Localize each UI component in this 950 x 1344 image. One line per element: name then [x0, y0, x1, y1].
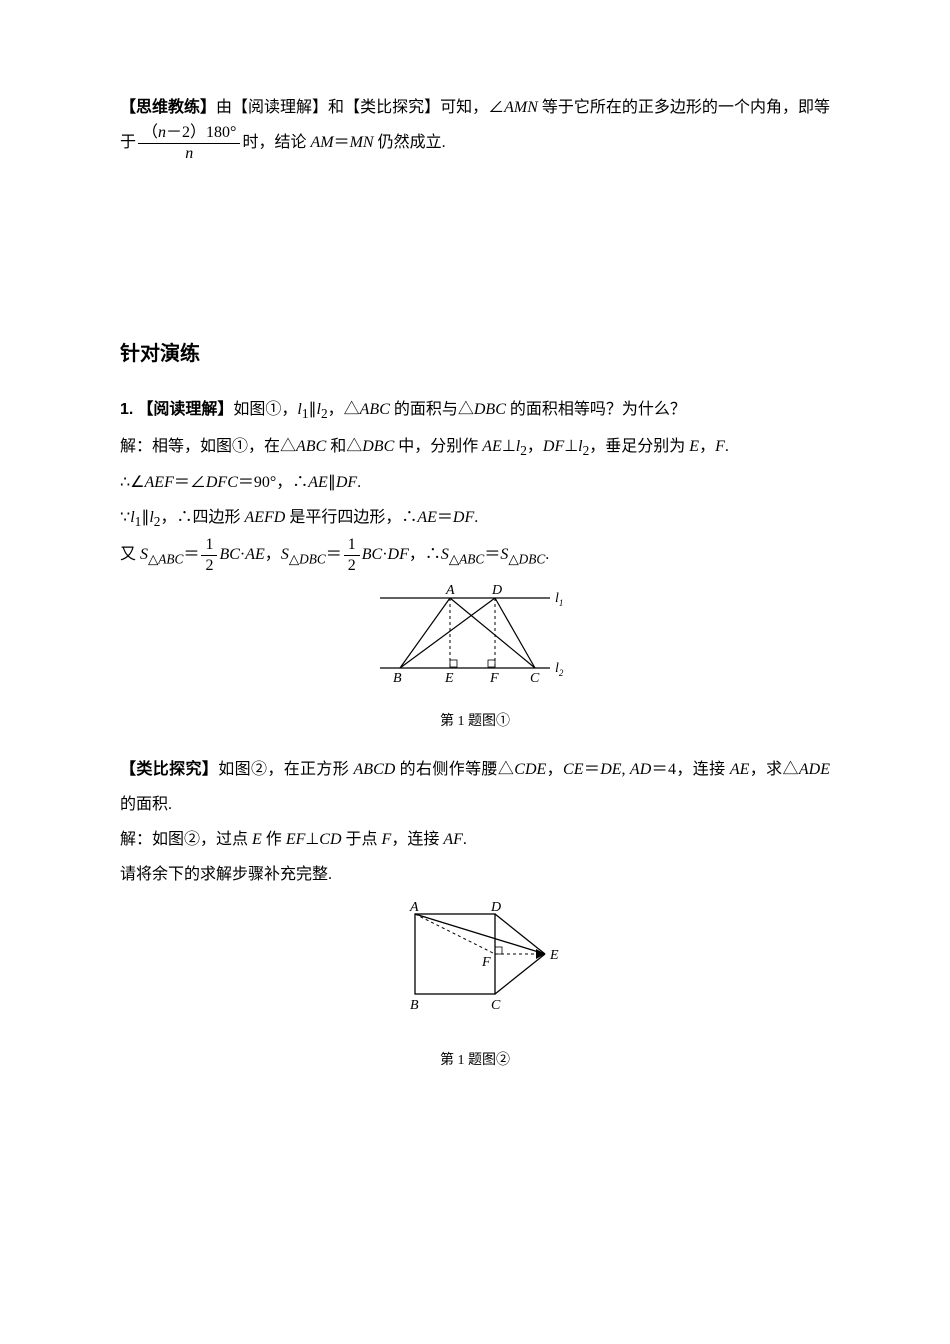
analogy-label: 【类比探究】 [120, 761, 218, 778]
fig2-label-E: E [549, 948, 559, 963]
thinking-label: 【思维教练】 [120, 99, 216, 116]
fig2-label-F: F [481, 955, 491, 970]
fig1-label-C: C [530, 671, 540, 686]
fig2-label-D: D [490, 900, 501, 915]
figure-1-wrap: A D B E F C l1 l2 第 1 题图① [120, 580, 830, 738]
interior-angle-fraction: （n－2）180°n [138, 125, 240, 162]
fig1-label-E: E [444, 671, 454, 686]
thinking-training-paragraph: 【思维教练】由【阅读理解】和【类比探究】可知，∠AMN 等于它所在的正多边形的一… [120, 90, 830, 162]
q1-analogy-solution: 解：如图②，过点 E 作 EF⊥CD 于点 F，连接 AF. [120, 822, 830, 857]
figure-1-caption: 第 1 题图① [120, 707, 830, 738]
q1-solution-line4: 又 S△ABC＝12BC·AE，S△DBC＝12BC·DF，∴S△ABC＝S△D… [120, 537, 830, 574]
q1-number: 1. [120, 401, 133, 418]
q1-continue-line: 请将余下的求解步骤补充完整. [120, 857, 830, 892]
q1-solution-line1: 解：相等，如图①，在△ABC 和△DBC 中，分别作 AE⊥l2，DF⊥l2，垂… [120, 429, 830, 466]
fig2-label-B: B [410, 998, 419, 1013]
section-title: 针对演练 [120, 332, 830, 376]
svg-text:l1: l1 [555, 591, 563, 608]
half-fraction-2: 12 [344, 537, 360, 574]
q1-solution-line2: ∴∠AEF＝∠DFC＝90°，∴AE∥DF. [120, 465, 830, 500]
fig2-label-A: A [409, 900, 419, 915]
fig1-label-B: B [393, 671, 402, 686]
figure-2-caption: 第 1 题图② [120, 1046, 830, 1077]
q1-reading-line: 1. 【阅读理解】如图①，l1∥l2，△ABC 的面积与△DBC 的面积相等吗？… [120, 392, 830, 429]
q1-solution-line3: ∵l1∥l2，∴四边形 AEFD 是平行四边形，∴AE＝DF. [120, 500, 830, 537]
svg-text:l2: l2 [555, 661, 564, 678]
figure-1-svg: A D B E F C l1 l2 [360, 580, 590, 690]
figure-2-wrap: A D B C E F 第 1 题图② [120, 899, 830, 1077]
fig1-label-A: A [445, 583, 455, 598]
figure-2-svg: A D B C E F [385, 899, 565, 1029]
reading-label: 【阅读理解】 [137, 401, 233, 418]
fig1-label-F: F [489, 671, 499, 686]
q1-analogy-line: 【类比探究】如图②，在正方形 ABCD 的右侧作等腰△CDE，CE＝DE, AD… [120, 752, 830, 822]
fig2-label-C: C [491, 998, 501, 1013]
fig1-label-D: D [491, 583, 502, 598]
half-fraction-1: 12 [201, 537, 217, 574]
